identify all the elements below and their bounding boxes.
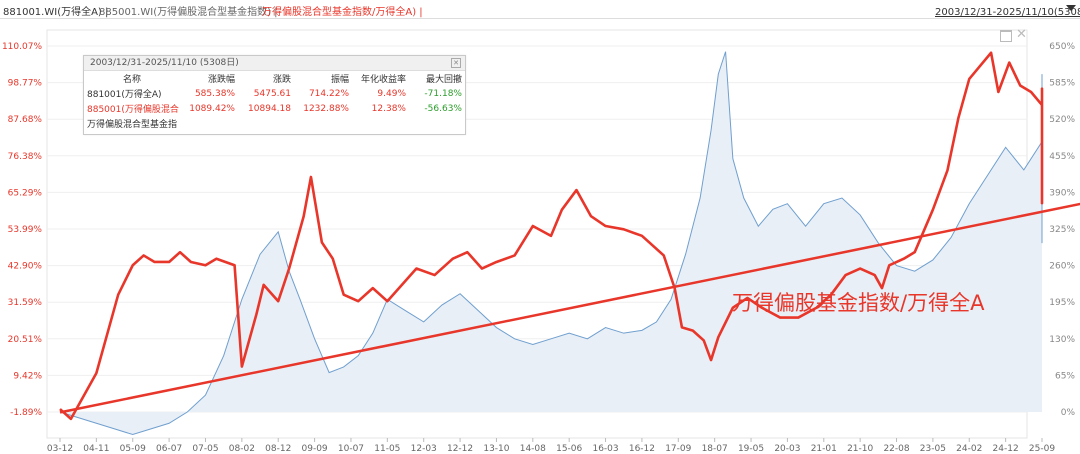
x-tick-label: 10-07 (338, 444, 364, 454)
x-tick-label: 07-05 (192, 444, 218, 454)
close-icon[interactable]: ✕ (1016, 27, 1027, 42)
row-drawdown: -71.18% (424, 88, 462, 99)
x-tick-label: 12-12 (447, 444, 473, 454)
x-tick-label: 22-08 (883, 444, 909, 454)
y-left-tick-label: 76.38% (8, 152, 43, 162)
y-left-tick-label: 110.07% (2, 42, 42, 52)
y-left-tick-label: -1.89% (10, 408, 42, 418)
stats-panel: 2003/12/31-2025/11/10 (5308日) ✕ 名称 涨跌幅 涨… (83, 55, 466, 135)
y-left-tick-label: 42.90% (8, 262, 43, 272)
dropdown-arrow-icon[interactable] (1066, 5, 1076, 11)
y-left-tick-label: 20.51% (8, 335, 43, 345)
x-tick-label: 05-09 (120, 444, 146, 454)
x-tick-label: 15-06 (556, 444, 582, 454)
row-chg: 10894.18 (248, 103, 291, 114)
table-row[interactable]: 881001(万得全A) 585.38% 5475.61 714.22% 9.4… (84, 86, 465, 101)
x-tick-label: 16-12 (629, 444, 655, 454)
x-tick-label: 03-12 (47, 444, 73, 454)
y-right-tick-label: 325% (1049, 225, 1075, 235)
y-right-tick-label: 585% (1049, 79, 1075, 89)
stats-close-icon[interactable]: ✕ (451, 58, 461, 68)
row-annual: 12.38% (371, 103, 406, 114)
x-tick-label: 11-05 (374, 444, 400, 454)
x-tick-label: 21-10 (847, 444, 873, 454)
y-left-tick-label: 9.42% (13, 371, 42, 381)
chart-header: 881001.WI(万得全A) | 885001.WI(万得偏股混合型基金指数)… (0, 0, 1080, 19)
stats-table: 名称 涨跌幅 涨跌 振幅 年化收益率 最大回撤 881001(万得全A) 585… (84, 71, 465, 131)
header-series-quanA[interactable]: 881001.WI(万得全A) | (3, 7, 109, 18)
x-tick-label: 08-02 (229, 444, 255, 454)
col-annual: 年化收益率 (360, 75, 406, 85)
x-tick-label: 17-09 (665, 444, 691, 454)
chart-annotation: 万得偏股基金指数/万得全A (732, 291, 985, 315)
table-row[interactable]: 885001(万得偏股混合 1089.42% 10894.18 1232.88%… (84, 101, 465, 116)
y-right-tick-label: 195% (1049, 298, 1075, 308)
x-tick-label: 24-12 (993, 444, 1019, 454)
col-amplitude: 振幅 (330, 75, 349, 85)
table-row[interactable]: 万得偏股混合型基金指 (84, 116, 465, 131)
index-area-fill (60, 51, 1042, 435)
series-line-ratio (59, 51, 1044, 421)
row-amplitude: 714.22% (308, 88, 349, 99)
y-left-tick-label: 31.59% (8, 298, 43, 308)
x-tick-label: 19-05 (738, 444, 764, 454)
y-right-tick-label: 0% (1061, 408, 1076, 418)
y-right-tick-label: 130% (1049, 335, 1075, 345)
row-annual: 9.49% (377, 88, 406, 99)
x-tick-label: 14-08 (520, 444, 546, 454)
x-tick-label: 04-11 (83, 444, 109, 454)
stats-header-row: 名称 涨跌幅 涨跌 振幅 年化收益率 最大回撤 (84, 71, 465, 86)
y-right-tick-label: 260% (1049, 262, 1075, 272)
x-tick-label: 09-09 (302, 444, 328, 454)
y-right-tick-label: 650% (1049, 42, 1075, 52)
y-left-tick-label: 87.68% (8, 115, 43, 125)
y-right-tick-label: 390% (1049, 188, 1075, 198)
row-name: 885001(万得偏股混合 (87, 105, 179, 115)
y-left-tick-label: 65.29% (8, 188, 43, 198)
x-tick-label: 24-02 (956, 444, 982, 454)
x-tick-label: 06-07 (156, 444, 182, 454)
x-tick-label: 21-01 (811, 444, 837, 454)
x-tick-label: 13-10 (483, 444, 509, 454)
maximize-icon[interactable] (1000, 30, 1012, 42)
header-series-ratio[interactable]: 万得偏股混合型基金指数/万得全A) | (262, 7, 423, 18)
col-drawdown: 最大回撤 (425, 75, 462, 85)
header-series-fund-index[interactable]: 885001.WI(万得偏股混合型基金指数) | (99, 7, 278, 18)
x-tick-label: 23-05 (920, 444, 946, 454)
row-amplitude: 1232.88% (303, 103, 349, 114)
stats-title-text: 2003/12/31-2025/11/10 (5308日) (90, 58, 239, 68)
y-right-tick-label: 455% (1049, 152, 1075, 162)
date-range-link[interactable]: 2003/12/31-2025/11/10(5308日) (935, 7, 1080, 18)
y-right-tick-label: 65% (1055, 371, 1075, 381)
row-name: 881001(万得全A) (87, 90, 162, 100)
x-tick-label: 25-09 (1029, 444, 1055, 454)
y-left-tick-label: 98.77% (8, 79, 43, 89)
row-drawdown: -56.63% (424, 103, 462, 114)
x-tick-label: 12-03 (411, 444, 437, 454)
col-name: 名称 (122, 75, 141, 85)
col-chg: 涨跌 (272, 75, 291, 85)
trend-arrow-red (59, 202, 1080, 414)
x-tick-label: 20-03 (774, 444, 800, 454)
y-left-tick-label: 53.99% (8, 225, 43, 235)
col-chg-pct: 涨跌幅 (207, 75, 235, 85)
stats-panel-title: 2003/12/31-2025/11/10 (5308日) ✕ (84, 56, 465, 71)
row-chg-pct: 1089.42% (189, 103, 235, 114)
row-chg: 5475.61 (253, 88, 291, 99)
x-tick-label: 16-03 (592, 444, 618, 454)
x-tick-label: 18-07 (702, 444, 728, 454)
row-name: 万得偏股混合型基金指 (87, 120, 178, 130)
y-right-tick-label: 520% (1049, 115, 1075, 125)
row-chg-pct: 585.38% (194, 88, 235, 99)
x-tick-label: 08-12 (265, 444, 291, 454)
